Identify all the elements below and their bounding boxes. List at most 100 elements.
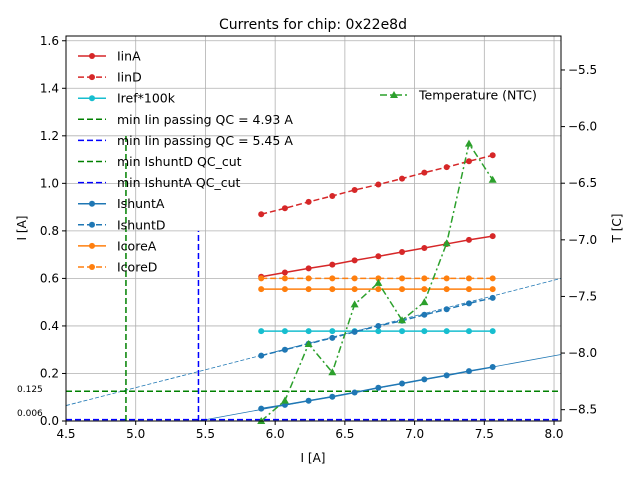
- y-tick-label: 1.6: [40, 34, 59, 48]
- data-point: [399, 380, 406, 387]
- temperature-point: [304, 340, 313, 347]
- legend-swatch-marker: [89, 221, 95, 228]
- data-point: [399, 175, 406, 182]
- temperature-point: [350, 300, 359, 308]
- x-tick-label: 5.5: [196, 427, 215, 441]
- data-point: [258, 352, 265, 359]
- y2-tick-label: −6.0: [568, 120, 597, 134]
- data-point: [329, 393, 336, 400]
- legend-label: min IshuntA QC_cut: [117, 175, 241, 190]
- data-point: [421, 328, 428, 335]
- data-point: [465, 275, 472, 282]
- y-tick-label: 1.2: [40, 129, 59, 143]
- y2-tick-label: −8.0: [568, 346, 597, 360]
- x-tick-label: 6.0: [266, 427, 285, 441]
- data-point: [421, 169, 428, 176]
- data-point: [281, 205, 288, 212]
- data-point: [443, 286, 450, 293]
- y-tick-label: 0.8: [40, 224, 59, 238]
- legend-swatch-marker: [89, 95, 95, 102]
- y2-tick-label: −5.5: [568, 63, 597, 77]
- data-point: [465, 286, 472, 293]
- temperature-point: [374, 278, 383, 286]
- data-point: [399, 328, 406, 335]
- data-point: [351, 187, 358, 193]
- data-point: [489, 364, 496, 371]
- data-point: [305, 328, 312, 335]
- data-point: [489, 328, 496, 335]
- y-axis-label: I [A]: [15, 216, 29, 241]
- data-point: [375, 328, 382, 335]
- data-point: [351, 328, 358, 335]
- data-point: [421, 311, 428, 318]
- y2-tick-label: −6.5: [568, 176, 597, 190]
- y-tick-label: 1.4: [40, 81, 59, 95]
- data-point: [258, 211, 265, 218]
- data-point: [329, 275, 336, 282]
- temperature-point: [398, 316, 407, 324]
- data-point: [258, 328, 265, 335]
- x-tick-label: 7.0: [405, 427, 424, 441]
- data-point: [305, 275, 312, 282]
- data-point: [399, 286, 406, 293]
- data-point: [281, 269, 288, 276]
- temperature-point: [442, 239, 451, 247]
- data-point: [375, 286, 382, 293]
- data-point: [465, 328, 472, 335]
- data-point: [443, 275, 450, 282]
- legend-label: IinA: [117, 49, 141, 64]
- data-point: [351, 389, 358, 396]
- y2-tick-label: −7.0: [568, 233, 597, 247]
- data-point: [281, 346, 288, 353]
- data-point: [329, 286, 336, 293]
- plot-frame: [65, 35, 562, 422]
- legend-swatch-marker: [390, 91, 398, 98]
- temperature-point: [488, 175, 497, 183]
- data-point: [443, 328, 450, 335]
- data-point: [329, 192, 336, 199]
- data-point: [421, 376, 428, 383]
- data-point: [258, 286, 265, 293]
- data-point: [305, 397, 312, 404]
- data-point: [443, 372, 450, 379]
- y-tick-label: 0.0: [40, 414, 59, 428]
- legend-swatch-marker: [89, 53, 95, 59]
- legend-label: min Iin passing QC = 5.45 A: [117, 133, 293, 148]
- y-tick-label: 1.0: [40, 176, 59, 190]
- legend-label: Temperature (NTC): [418, 88, 537, 103]
- data-point: [421, 275, 428, 282]
- legend-label: min IshuntD QC_cut: [117, 154, 242, 169]
- y2-axis-label: T [C]: [610, 214, 624, 244]
- data-point: [351, 275, 358, 282]
- data-point: [375, 384, 382, 391]
- axes: 4.5 5.0 5.5 6.0 6.5 7.0 7.5 8.0 0.0 0.2 0.4 0.6 0.8 1…: [40, 34, 597, 441]
- data-point: [443, 164, 450, 171]
- legend-swatch-marker: [89, 242, 95, 249]
- annotation-0006: 0.006: [17, 409, 43, 419]
- data-point: [375, 253, 382, 260]
- annotation-0125: 0.125: [17, 385, 43, 395]
- data-point: [421, 286, 428, 293]
- x-tick-label: 4.5: [56, 427, 75, 441]
- data-point: [443, 306, 450, 313]
- data-point: [489, 275, 496, 282]
- data-point: [375, 275, 382, 282]
- legend-label: Iref*100k: [117, 91, 176, 106]
- temperature-point: [464, 139, 473, 147]
- legend-label: min Iin passing QC = 4.93 A: [117, 112, 293, 127]
- data-point: [329, 328, 336, 335]
- data-point: [489, 286, 496, 293]
- data-point: [465, 158, 472, 165]
- y2-tick-label: −7.5: [568, 289, 597, 303]
- data-point: [351, 286, 358, 293]
- y2-tick-label: −8.5: [568, 403, 597, 417]
- data-point: [281, 328, 288, 335]
- plot-area: [65, 135, 562, 424]
- data-point: [305, 198, 312, 205]
- data-point: [258, 405, 265, 412]
- temperature-point: [328, 368, 337, 376]
- legend-label: IshuntD: [117, 217, 166, 232]
- data-point: [281, 286, 288, 293]
- legend: IinA IinD Iref*100k min Iin passing QC = 4.…: [78, 49, 293, 275]
